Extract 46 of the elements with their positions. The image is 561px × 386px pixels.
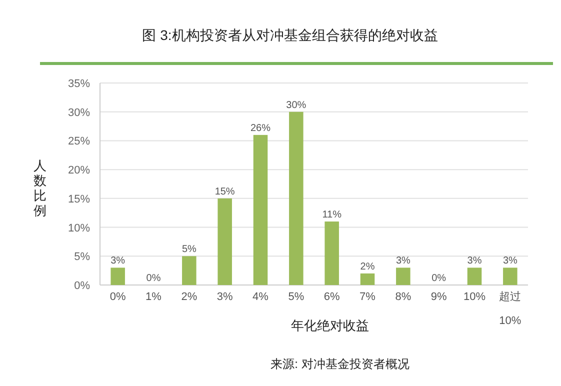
y-tick-label: 25% bbox=[68, 136, 90, 148]
data-label: 11% bbox=[322, 210, 342, 221]
bar bbox=[218, 198, 232, 285]
data-label: 26% bbox=[250, 122, 271, 134]
y-tick-label: 35% bbox=[68, 78, 90, 90]
bar bbox=[360, 273, 375, 285]
y-tick-label: 15% bbox=[68, 193, 90, 206]
x-tick-label: 9% bbox=[430, 291, 447, 303]
x-tick-label: 5% bbox=[288, 291, 304, 303]
data-label: 5% bbox=[182, 244, 196, 256]
data-label: 30% bbox=[286, 100, 306, 111]
bar bbox=[467, 268, 482, 285]
y-axis-title: 人数比例 bbox=[34, 158, 46, 218]
y-tick-label: 0% bbox=[74, 280, 90, 292]
bar bbox=[289, 112, 304, 285]
x-tick-label: 2% bbox=[181, 291, 198, 303]
bar bbox=[324, 222, 339, 285]
y-tick-label: 10% bbox=[68, 222, 90, 234]
chart-title: 图 3:机构投资者从对冲基金组合获得的绝对收益 bbox=[142, 27, 438, 43]
x-tick-label: 4% bbox=[252, 291, 269, 303]
x-tick-label: 6% bbox=[324, 291, 340, 303]
data-label: 3% bbox=[110, 256, 126, 267]
data-label: 3% bbox=[502, 256, 518, 267]
x-tick-label: 3% bbox=[216, 291, 233, 303]
bar bbox=[110, 268, 125, 285]
x-tick-label: 超过 10% bbox=[499, 290, 522, 327]
data-label: 3% bbox=[396, 256, 410, 267]
x-tick-label: 0% bbox=[110, 291, 126, 303]
bar bbox=[503, 268, 518, 285]
source-note: 来源: 对冲基金投资者概况 bbox=[270, 357, 410, 371]
y-tick-label: 5% bbox=[74, 251, 90, 264]
y-tick-label: 20% bbox=[68, 164, 90, 177]
bar bbox=[182, 256, 196, 285]
bar bbox=[396, 268, 410, 285]
x-tick-label: 7% bbox=[360, 291, 376, 303]
data-label: 2% bbox=[360, 261, 375, 272]
x-tick-label: 10% bbox=[463, 291, 486, 303]
data-label: 3% bbox=[467, 256, 482, 267]
data-label: 15% bbox=[214, 186, 235, 198]
x-tick-label: 8% bbox=[395, 291, 412, 303]
x-tick-label: 1% bbox=[146, 291, 162, 303]
data-label: 0% bbox=[146, 273, 161, 284]
y-tick-label: 30% bbox=[68, 106, 90, 119]
bar bbox=[253, 134, 268, 285]
x-axis-title: 年化绝对收益 bbox=[291, 318, 369, 333]
data-label: 0% bbox=[432, 273, 446, 284]
